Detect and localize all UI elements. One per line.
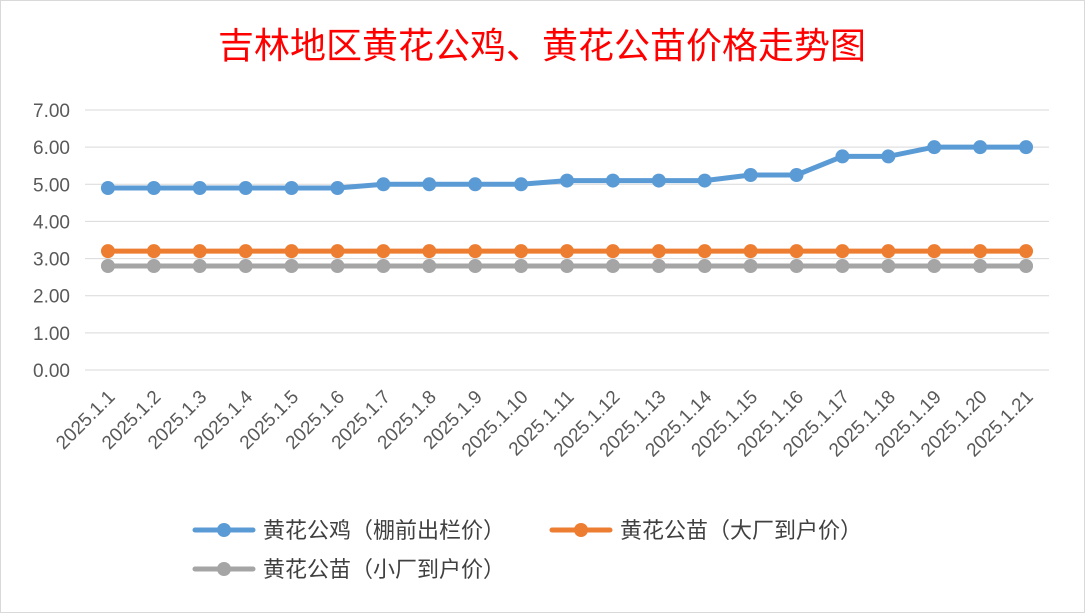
data-point [192,259,207,273]
data-point [973,259,988,273]
y-tick-label: 5.00 [33,175,70,196]
data-point [284,244,299,259]
data-point [514,244,529,259]
y-tick-label: 6.00 [33,138,70,159]
y-tick-label: 1.00 [33,324,70,345]
data-point [881,244,896,259]
data-point [973,244,988,259]
data-point [468,177,483,192]
data-point [881,149,896,164]
data-point [238,244,253,259]
data-point [789,168,804,182]
data-point [514,177,529,192]
legend-label: 黄花公鸡（棚前出栏价） [263,519,505,544]
y-tick-label: 4.00 [33,212,70,233]
data-point [468,244,483,259]
data-point [100,259,115,273]
data-point [697,259,712,273]
legend-entry: 黄花公鸡（棚前出栏价） [192,519,505,544]
y-axis-tick-labels: 0.00 1.00 2.00 3.00 4.00 5.00 6.00 7.00 [33,101,70,382]
data-point [330,181,345,195]
y-tick-label: 3.00 [33,250,70,271]
legend-entry: 黄花公苗（大厂到户价） [549,519,862,544]
legend-label: 黄花公苗（大厂到户价） [620,519,862,544]
series-2 [100,244,1034,259]
legend: 黄花公鸡（棚前出栏价） 黄花公苗（大厂到户价） 黄花公苗（小厂到户价） [192,519,862,583]
data-point [789,244,804,259]
data-point [376,259,391,273]
data-point [100,244,115,259]
data-point [560,259,574,273]
y-tick-label: 7.00 [33,101,70,122]
data-point [697,173,712,188]
data-point [927,259,942,273]
data-point [743,168,758,182]
data-point [605,259,620,273]
data-point [238,259,253,273]
y-tick-label: 2.00 [33,287,70,308]
series-3 [100,259,1034,273]
legend-entry: 黄花公苗（小厂到户价） [192,558,505,583]
data-point [697,244,712,259]
data-point [743,244,758,259]
legend-label: 黄花公苗（小厂到户价） [263,558,505,583]
data-point [422,177,437,192]
data-point [468,259,483,273]
data-point [651,244,666,259]
data-point [560,173,574,188]
data-point [881,259,896,273]
data-point [651,173,666,188]
data-point [376,177,391,192]
data-point [192,181,207,195]
data-point [743,259,758,273]
data-point [835,244,850,259]
data-point [1019,244,1034,259]
series-lines [100,140,1034,273]
data-point [789,259,804,273]
data-point [560,244,574,259]
data-point [1019,259,1034,273]
data-point [146,259,161,273]
data-point [1019,140,1034,155]
data-point [835,259,850,273]
data-point [605,244,620,259]
data-point [330,244,345,259]
data-point [238,181,253,195]
data-point [651,259,666,273]
data-point [284,181,299,195]
data-point [927,140,942,155]
data-point [422,259,437,273]
data-point [284,259,299,273]
data-point [605,173,620,188]
data-point [514,259,529,273]
chart-title: 吉林地区黄花公鸡、黄花公苗价格走势图 [218,26,866,67]
legend-swatch-marker [574,523,588,537]
series-1 [100,140,1034,195]
data-point [146,181,161,195]
legend-swatch-marker [217,562,231,576]
data-point [100,181,115,195]
data-point [927,244,942,259]
data-point [376,244,391,259]
data-point [192,244,207,259]
data-point [422,244,437,259]
data-point [973,140,988,155]
y-tick-label: 0.00 [33,361,70,382]
legend-swatch-marker [217,523,231,537]
data-point [330,259,345,273]
data-point [146,244,161,259]
data-point [835,149,850,164]
